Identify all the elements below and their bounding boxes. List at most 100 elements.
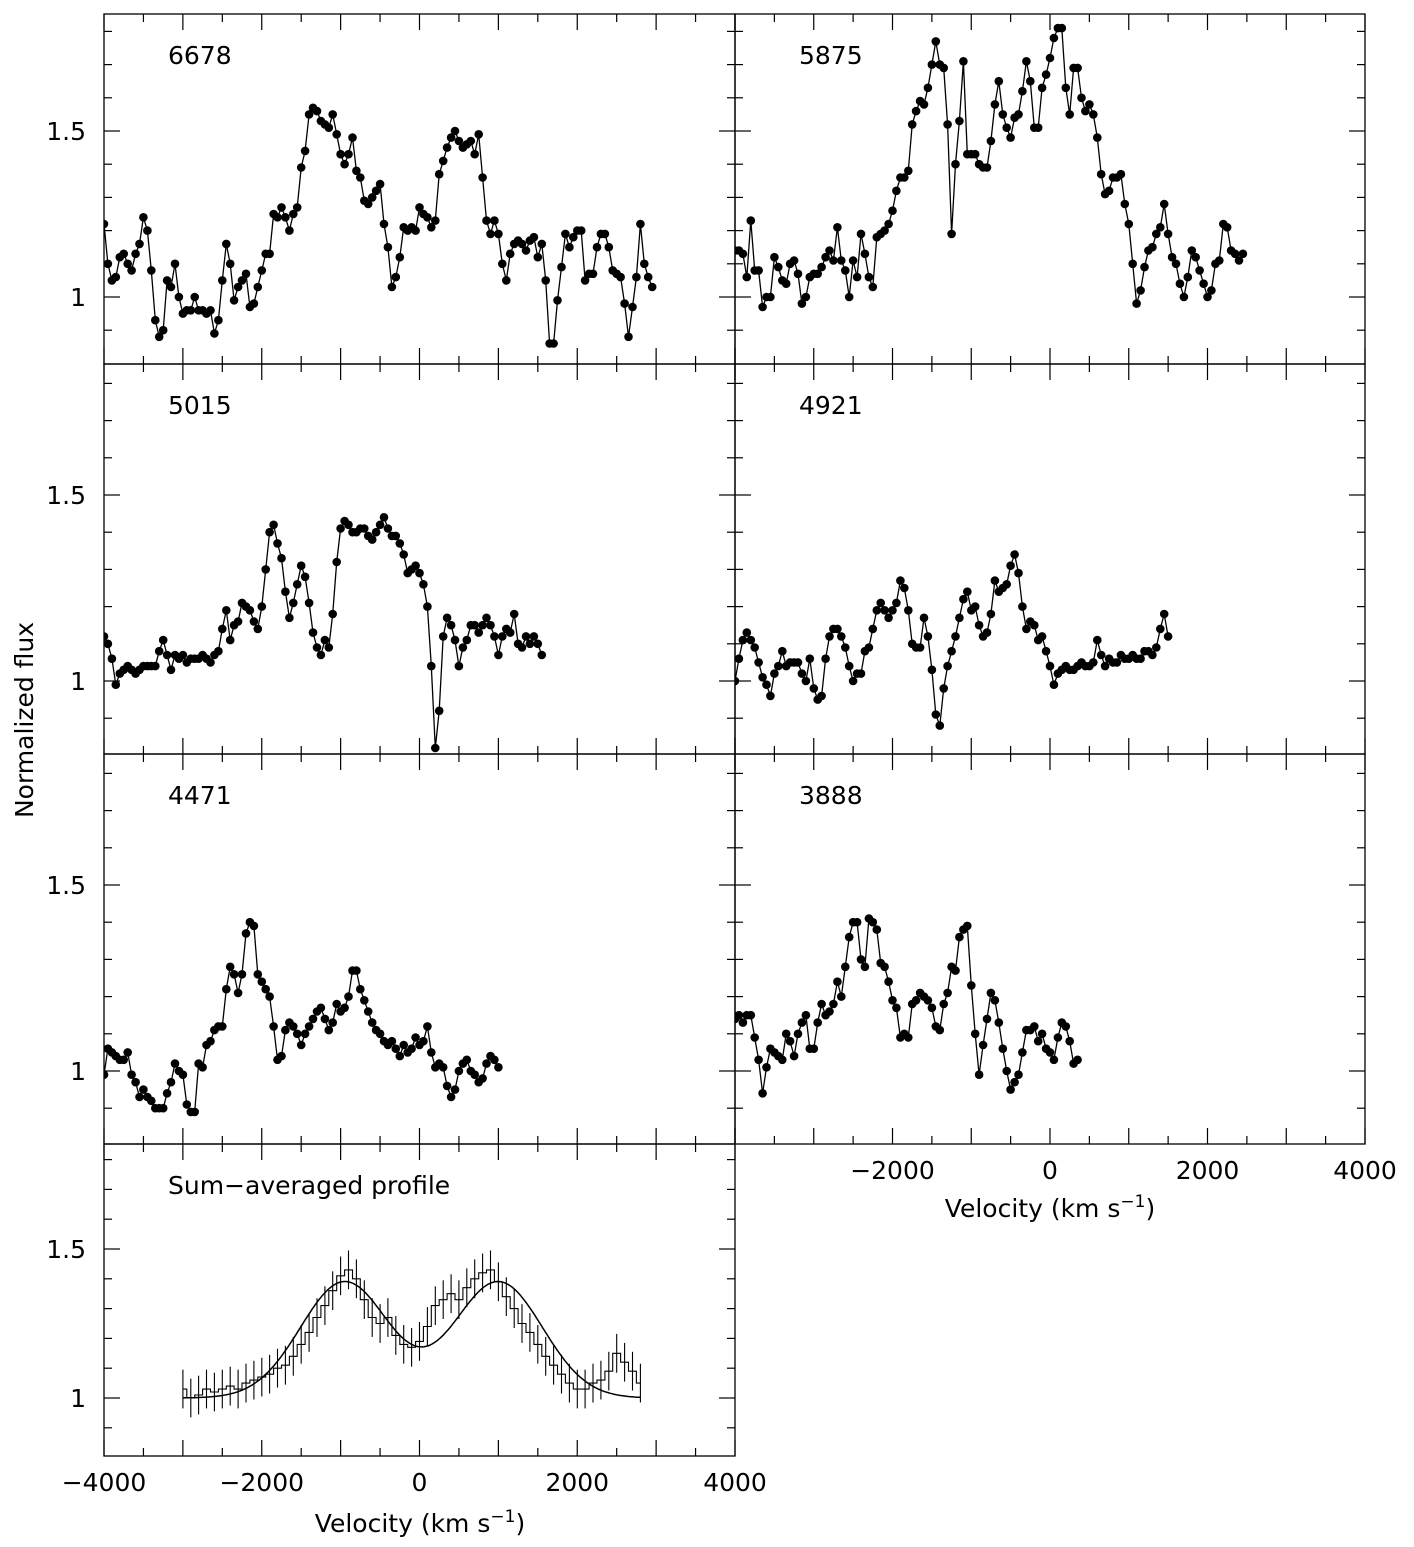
panels-root: 1 1.5 6678 5875 1 1.5 5015 4921 1 1.5 4471 −2000 0 20…	[46, 13, 1397, 1497]
data-point	[848, 676, 858, 686]
data-point	[399, 550, 409, 559]
data-point	[750, 1033, 759, 1042]
data-point	[943, 661, 952, 671]
data-point	[990, 576, 1000, 585]
data-point	[947, 229, 956, 239]
data-point	[797, 1018, 807, 1027]
data-point	[1152, 643, 1161, 652]
data-point	[632, 272, 641, 282]
data-point	[289, 209, 298, 219]
data-point	[1238, 249, 1248, 259]
data-point	[1033, 123, 1043, 132]
data-point	[1006, 133, 1015, 142]
data-point	[261, 565, 271, 574]
data-point	[206, 1036, 215, 1046]
data-point	[1010, 550, 1019, 559]
data-point	[104, 1070, 109, 1079]
data-point	[245, 606, 255, 615]
data-point	[974, 620, 984, 630]
data-point	[336, 149, 345, 159]
data-point	[434, 169, 444, 179]
data-point	[434, 706, 444, 716]
data-point	[986, 988, 996, 998]
series-0	[104, 103, 657, 348]
data-point	[1179, 292, 1189, 302]
data-point	[225, 635, 235, 645]
data-point	[415, 568, 424, 578]
data-point	[363, 1007, 373, 1016]
data-point	[438, 1063, 448, 1072]
data-point	[454, 136, 464, 146]
data-point	[383, 524, 393, 533]
data-point	[454, 661, 464, 671]
data-point	[915, 643, 925, 652]
data-point	[797, 299, 807, 308]
data-point	[352, 166, 361, 176]
data-point	[277, 1051, 286, 1061]
data-point	[1065, 110, 1074, 119]
data-point	[233, 988, 243, 998]
data-point	[778, 1055, 787, 1065]
data-point	[210, 329, 219, 338]
data-point	[249, 299, 259, 308]
data-point	[735, 1010, 744, 1020]
data-point	[880, 962, 889, 972]
y-tick-label: 1.5	[46, 481, 86, 510]
data-point	[1081, 106, 1090, 116]
data-point	[746, 1010, 756, 1020]
data-point	[561, 229, 570, 239]
data-point	[549, 339, 558, 348]
data-point	[931, 710, 941, 719]
data-point	[1156, 223, 1165, 232]
data-point	[367, 1018, 377, 1027]
averaged-profile-step	[182, 1269, 641, 1399]
data-point	[1100, 661, 1110, 671]
data-point	[1045, 661, 1055, 671]
panel-frame	[103, 363, 736, 755]
data-point	[285, 613, 294, 623]
data-point	[233, 617, 243, 626]
data-point	[1006, 561, 1015, 570]
data-point	[1089, 110, 1098, 119]
data-point	[308, 628, 318, 637]
data-point	[1014, 568, 1023, 578]
data-point	[1112, 658, 1122, 667]
data-point	[1077, 93, 1086, 103]
data-point	[813, 269, 822, 279]
data-point	[884, 219, 893, 229]
data-point	[758, 1089, 767, 1098]
data-point	[982, 163, 992, 172]
data-point	[738, 635, 748, 645]
data-point	[218, 276, 227, 285]
data-point	[1132, 299, 1141, 308]
data-point	[892, 598, 901, 608]
data-point	[1014, 1070, 1023, 1079]
data-point	[328, 110, 338, 119]
data-point	[1022, 624, 1031, 634]
data-point	[371, 186, 381, 196]
y-tick-label: 1	[70, 1384, 86, 1413]
data-point	[371, 527, 381, 537]
data-point	[565, 242, 574, 252]
data-point	[470, 620, 480, 630]
data-point	[344, 992, 353, 1001]
data-point	[304, 1022, 314, 1031]
data-point	[994, 1018, 1004, 1027]
data-point	[1049, 680, 1059, 689]
data-point	[214, 646, 223, 656]
data-point	[352, 966, 361, 975]
data-point	[990, 996, 1000, 1005]
data-point	[829, 256, 838, 265]
data-point	[1037, 1029, 1047, 1039]
data-point	[829, 999, 838, 1009]
data-point	[466, 136, 476, 146]
data-point	[809, 684, 819, 693]
data-point	[450, 1085, 460, 1094]
data-point	[1096, 169, 1106, 179]
data-point	[490, 632, 499, 641]
data-point	[1037, 83, 1047, 93]
data-point	[1057, 23, 1067, 33]
data-point	[446, 133, 456, 142]
data-point	[178, 650, 188, 660]
